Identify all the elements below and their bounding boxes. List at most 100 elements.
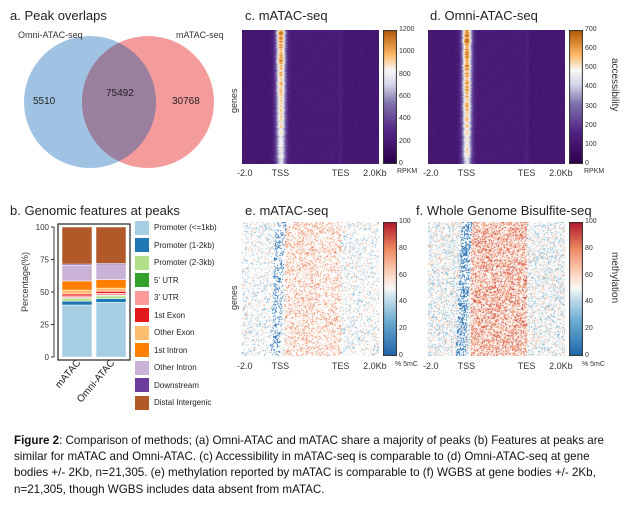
venn-left-label: Omni-ATAC-seq xyxy=(18,30,83,40)
legend-item: Other Intron xyxy=(135,359,217,377)
colorbar-tick-label: 800 xyxy=(399,70,411,78)
colorbar-d-unit: RPKM xyxy=(584,168,605,175)
panel-f-title: f. Whole Genome Bisulfite-seq xyxy=(416,203,592,218)
colorbar-e-unit: % 5mC xyxy=(395,361,418,368)
colorbar-tick-label: 100 xyxy=(585,218,597,225)
legend-item: 1st Intron xyxy=(135,342,217,360)
colorbar-tick-label: 300 xyxy=(585,102,597,110)
colorbar-tick-label: 700 xyxy=(585,26,597,33)
legend-item: Promoter (<=1kb) xyxy=(135,219,217,237)
bar-segment xyxy=(61,298,93,302)
panel-e-xticks: -2.0 TSS TES 2.0Kb xyxy=(237,361,387,373)
colorbar-matac-methylation xyxy=(383,222,397,356)
heatmap-x-tick-label: -2.0 xyxy=(236,361,253,371)
colorbar-tick-label: 0 xyxy=(585,160,589,167)
colorbar-tick-label: 600 xyxy=(399,93,411,100)
figure-caption: Figure 2: Comparison of methods; (a) Omn… xyxy=(14,433,614,498)
heatmap-x-tick-label: TSS xyxy=(457,361,476,371)
heatmap-x-tick-label: 2.0Kb xyxy=(549,168,573,178)
heatmap-x-tick-label: TSS xyxy=(271,361,290,371)
colorbar-tick-label: 40 xyxy=(399,298,407,306)
methylation-side-label: methylation xyxy=(609,252,620,304)
colorbar-f-ticks: 100 80 60 40 20 0 xyxy=(585,218,609,359)
bar-segment xyxy=(95,298,127,303)
legend-swatch xyxy=(135,343,149,358)
colorbar-matac-accessibility xyxy=(383,30,397,164)
heatmap-x-tick-label: TES xyxy=(517,168,536,178)
heatmap-x-tick-label: TES xyxy=(331,168,350,178)
colorbar-tick-label: 1000 xyxy=(399,48,415,56)
bar-y-tick-label: 25 xyxy=(40,321,49,330)
colorbar-tick-label: 100 xyxy=(585,140,597,148)
legend-swatch xyxy=(135,290,149,305)
heatmap-matac-methylation xyxy=(242,222,379,356)
bar-segment xyxy=(95,291,127,294)
bar-segment xyxy=(61,300,93,306)
colorbar-c-ticks: 1200 1000 800 600 400 200 0 xyxy=(399,26,429,167)
accessibility-side-label: accessibility xyxy=(609,58,620,112)
colorbar-tick-label: 0 xyxy=(399,352,403,359)
venn-overlap-count: 75492 xyxy=(106,88,134,99)
legend-label: Promoter (2-3kb) xyxy=(154,258,215,268)
legend-label: 5' UTR xyxy=(154,275,179,285)
panel-c-title: c. mATAC-seq xyxy=(245,8,328,23)
legend-swatch xyxy=(135,360,149,375)
venn-right-label: mATAC-seq xyxy=(176,30,224,40)
panel-f-xticks: -2.0 TSS TES 2.0Kb xyxy=(423,361,573,373)
venn-left-count: 5510 xyxy=(33,96,56,107)
colorbar-wgbs-methylation xyxy=(569,222,583,356)
colorbar-tick-label: 200 xyxy=(585,121,597,129)
bar-segment xyxy=(95,295,127,299)
heatmap-x-tick-label: TES xyxy=(331,361,350,371)
bar-y-tick-label: 50 xyxy=(40,288,49,297)
heatmap-x-tick-label: 2.0Kb xyxy=(363,168,387,178)
panel-a-title: a. Peak overlaps xyxy=(10,8,107,23)
bar-category-label: mATAC xyxy=(53,358,83,391)
bar-segment xyxy=(61,289,93,295)
bar-y-tick-label: 75 xyxy=(40,256,49,265)
colorbar-e-ticks: 100 80 60 40 20 0 xyxy=(399,218,423,359)
bar-y-tick-label: 100 xyxy=(36,223,50,232)
colorbar-tick-label: 400 xyxy=(585,83,597,91)
legend-label: Distal Intergenic xyxy=(154,398,212,408)
bar-segment xyxy=(61,295,93,299)
panel-c-xticks: -2.0 TSS TES 2.0Kb xyxy=(237,168,387,180)
bar-segment xyxy=(95,226,127,264)
bar-segment xyxy=(61,280,93,291)
legend-item: Downstream xyxy=(135,377,217,395)
bar-y-tick-label: 0 xyxy=(45,353,50,362)
bar-segment xyxy=(95,302,127,358)
caption-text: : Comparison of methods; (a) Omni-ATAC a… xyxy=(14,434,605,496)
legend-label: 3' UTR xyxy=(154,293,179,303)
caption-label: Figure 2 xyxy=(14,434,60,447)
legend-item: Promoter (2-3kb) xyxy=(135,254,217,272)
bar-segment xyxy=(95,287,127,292)
heatmap-x-tick-label: 2.0Kb xyxy=(549,361,573,371)
colorbar-omni-accessibility xyxy=(569,30,583,164)
venn-right-count: 30768 xyxy=(172,96,200,107)
venn-diagram xyxy=(24,36,214,168)
colorbar-tick-label: 200 xyxy=(399,137,411,145)
heatmap-wgbs-methylation xyxy=(428,222,565,356)
legend-swatch xyxy=(135,255,149,270)
legend-item: Other Exon xyxy=(135,324,217,342)
bar-segment xyxy=(61,304,93,358)
panel-c-ylabel: genes xyxy=(229,88,239,113)
colorbar-tick-label: 400 xyxy=(399,115,411,123)
legend-swatch xyxy=(135,238,149,253)
colorbar-tick-label: 1200 xyxy=(399,26,415,33)
colorbar-tick-label: 100 xyxy=(399,218,411,225)
heatmap-x-tick-label: 2.0Kb xyxy=(363,361,387,371)
legend-label: Promoter (1-2kb) xyxy=(154,240,215,250)
bar-segment xyxy=(61,265,93,282)
legend-swatch xyxy=(135,395,149,410)
colorbar-tick-label: 0 xyxy=(399,160,403,167)
panel-b-title: b. Genomic features at peaks xyxy=(10,203,180,218)
bar-segment xyxy=(61,293,93,297)
panel-d-xticks: -2.0 TSS TES 2.0Kb xyxy=(423,168,573,180)
bar-segment xyxy=(95,279,127,289)
bar-group-box xyxy=(57,223,131,361)
heatmap-x-tick-label: TSS xyxy=(457,168,476,178)
colorbar-tick-label: 600 xyxy=(585,45,597,53)
